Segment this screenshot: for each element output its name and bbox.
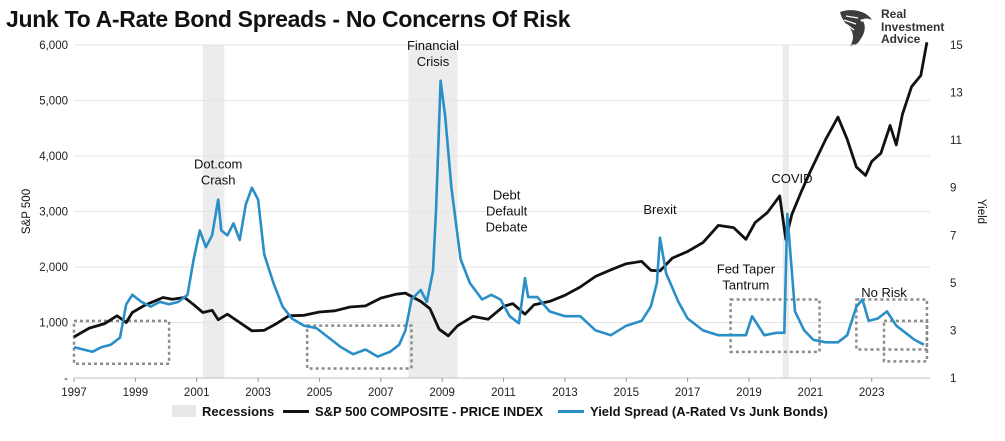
annotation-line: Brexit (643, 202, 677, 217)
highlight-box-2 (729, 298, 821, 354)
axes: -1,0002,0003,0004,0005,0006,000135791113… (21, 40, 987, 399)
annotation-line: Dot.com (194, 157, 242, 172)
y-right-tick-label: 13 (950, 88, 963, 100)
legend-label-recessions: Recessions (202, 403, 275, 419)
x-tick-label: 2013 (552, 387, 578, 399)
y-left-tick-label: 6,000 (39, 40, 68, 52)
legend-label-spread: Yield Spread (A-Rated Vs Junk Bonds) (590, 403, 828, 419)
x-tick-label: 2019 (736, 387, 762, 399)
annotation-label: COVID (771, 171, 812, 186)
x-tick-label: 2001 (184, 387, 210, 399)
logo-line-3: Advice (881, 32, 921, 46)
annotation-line: COVID (771, 171, 812, 186)
y-left-tick-label: 2,000 (39, 262, 68, 274)
annotations: Dot.com Crash Financial Crisis Debt Default De… (194, 38, 907, 300)
highlight-box-4 (882, 319, 929, 363)
spx-line-swatch-icon (283, 409, 309, 413)
annotation-line: Crisis (417, 54, 450, 69)
x-tick-label: 2011 (491, 387, 516, 399)
yield-spread-line (73, 79, 925, 358)
x-tick-label: 2005 (307, 387, 333, 399)
logo-line-2: Investment (881, 19, 945, 34)
logo-line-1: Real (881, 7, 907, 21)
x-tick-label: 2007 (368, 387, 394, 399)
y-left-tick-label: 1,000 (39, 318, 68, 330)
y-right-tick-label: 7 (950, 230, 956, 242)
x-tick-label: 2003 (245, 387, 271, 399)
annotation-line: Default (486, 204, 528, 219)
highlight-box-0 (72, 319, 171, 365)
y-right-axis-title: Yield (975, 199, 987, 224)
y-left-tick-label: - (64, 373, 68, 385)
x-tick-label: 1997 (61, 387, 87, 399)
annotation-line: Tantrum (722, 277, 769, 292)
y-right-tick-label: 15 (950, 40, 963, 52)
highlight-box-3 (855, 298, 929, 351)
y-left-tick-label: 3,000 (39, 207, 68, 219)
legend-item-recessions: Recessions (172, 401, 274, 421)
legend-item-spread: Yield Spread (A-Rated Vs Junk Bonds) (558, 401, 828, 421)
y-right-tick-label: 1 (950, 373, 956, 385)
annotation-label: Debt Default Debate (486, 188, 528, 235)
annotation-label: Fed Taper Tantrum (717, 261, 776, 292)
recession-swatch-icon (172, 405, 196, 417)
eagle-logo-icon (840, 10, 872, 47)
logo-text: Real Investment Advice (881, 8, 944, 46)
series-lines (73, 41, 929, 358)
annotation-line: Debt (493, 188, 521, 203)
x-tick-label: 2017 (675, 387, 701, 399)
x-tick-label: 1999 (123, 387, 149, 399)
y-right-tick-label: 5 (950, 278, 956, 290)
legend: Recessions S&P 500 COMPOSITE - PRICE IND… (0, 401, 1005, 421)
annotation-line: Crash (201, 173, 236, 188)
chart-title: Junk To A-Rate Bond Spreads - No Concern… (6, 6, 571, 32)
sp500-line (73, 41, 929, 339)
y-right-tick-label: 9 (950, 183, 956, 195)
annotation-line: Financial (407, 38, 459, 53)
annotation-line: Fed Taper (717, 261, 776, 276)
highlight-boxes (72, 298, 929, 370)
legend-item-spx: S&P 500 COMPOSITE - PRICE INDEX (283, 401, 543, 421)
x-tick-label: 2015 (613, 387, 639, 399)
y-left-axis-title: S&P 500 (21, 189, 33, 234)
annotation-label: No Risk (861, 285, 907, 300)
annotation-label: Financial Crisis (407, 38, 459, 69)
legend-label-spx: S&P 500 COMPOSITE - PRICE INDEX (315, 403, 544, 419)
chart-plot: -1,0002,0003,0004,0005,0006,000135791113… (21, 38, 987, 399)
y-left-tick-label: 4,000 (39, 151, 68, 163)
y-right-tick-label: 11 (950, 135, 962, 147)
y-left-tick-label: 5,000 (39, 96, 68, 108)
x-tick-label: 2009 (429, 387, 455, 399)
company-logo: Real Investment Advice (836, 6, 996, 48)
spread-line-swatch-icon (558, 409, 584, 413)
annotation-label: Brexit (643, 202, 677, 217)
annotation-line: No Risk (861, 285, 907, 300)
x-tick-label: 2021 (798, 387, 824, 399)
y-right-tick-label: 3 (950, 325, 956, 337)
annotation-line: Debate (486, 220, 528, 235)
x-tick-label: 2023 (859, 387, 885, 399)
highlight-box-1 (305, 324, 413, 370)
annotation-label: Dot.com Crash (194, 157, 242, 188)
